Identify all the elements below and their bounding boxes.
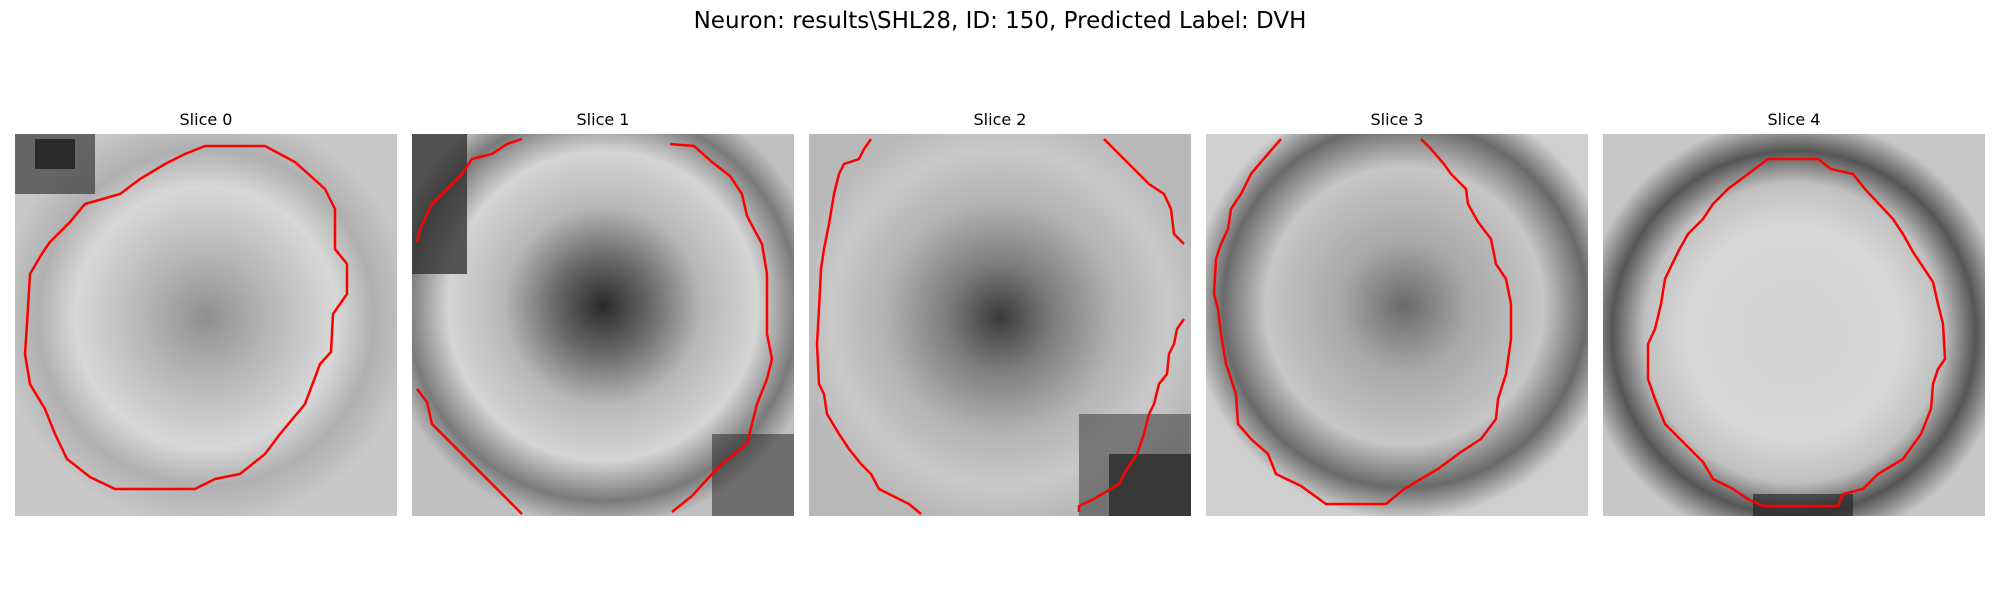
slice-title-2: Slice 2 [973,110,1027,129]
figure-title: Neuron: results\SHL28, ID: 150, Predicte… [693,8,1307,34]
contour-line [415,137,523,243]
slice-image-1 [412,134,794,516]
contour-line [1103,138,1185,245]
slice-panel-0: Slice 0 [15,108,397,516]
slice-image-4 [1603,134,1985,516]
contour-line [1077,318,1186,512]
slice-panel-1: Slice 1 [412,108,794,516]
contour-line [416,388,523,515]
slice-title-4: Slice 4 [1767,110,1821,129]
slice-image-0 [15,134,397,516]
contour-line [23,144,349,491]
slice-panel-4: Slice 4 [1603,108,1985,516]
slice-title-3: Slice 3 [1370,110,1424,129]
slice-title-1: Slice 1 [576,110,630,129]
slice-title-0: Slice 0 [179,110,233,129]
slice-image-3 [1206,134,1588,516]
contour-line [815,138,922,515]
contour-line [1212,138,1513,506]
slice-panel-2: Slice 2 [809,108,1191,516]
contour-line [1646,157,1947,508]
slice-image-2 [809,134,1191,516]
contour-line [669,142,774,513]
slice-panel-3: Slice 3 [1206,108,1588,516]
